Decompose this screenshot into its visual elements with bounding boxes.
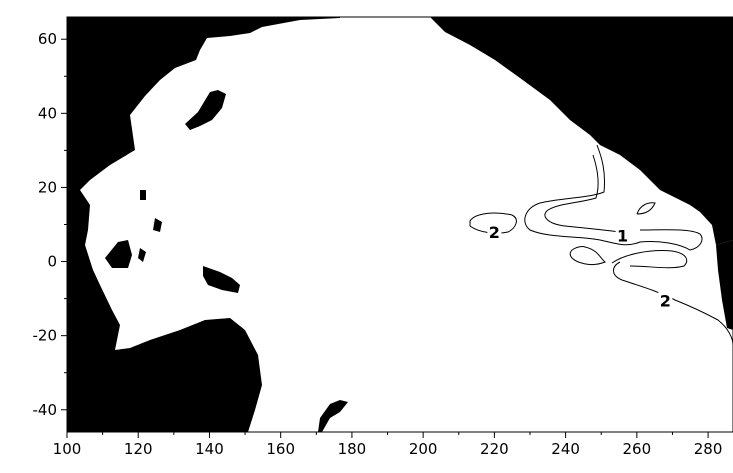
contour-label: 2 (660, 291, 671, 310)
contour-2-west (469, 212, 517, 234)
contour-lower-loop (569, 246, 606, 265)
x-tick-label: 140 (195, 440, 224, 458)
x-tick-label: 100 (53, 440, 82, 458)
land-mask (67, 17, 733, 432)
x-tick-label: 180 (338, 440, 367, 458)
contour-label: 2 (489, 223, 500, 242)
landmass-new-zealand (318, 400, 348, 432)
x-tick-label: 120 (124, 440, 153, 458)
landmass-new-guinea (203, 266, 240, 293)
x-tick-label: 260 (623, 440, 652, 458)
y-tick-label: 60 (38, 30, 57, 48)
landmass-taiwan (140, 190, 146, 200)
y-tick-label: 0 (47, 253, 57, 271)
landmass-south-america (716, 240, 733, 330)
contour-small-bump (636, 202, 656, 215)
landmass-japan (185, 90, 226, 130)
x-tick-label: 220 (480, 440, 509, 458)
landmass-philippines (153, 218, 162, 232)
y-tick-label: -40 (33, 401, 58, 419)
contour-lines (469, 144, 733, 346)
contour-label-layer: 2 1 2 (487, 222, 673, 310)
contour-label: 1 (617, 226, 628, 245)
contour-1-inner (544, 154, 621, 233)
y-tick-label: 20 (38, 178, 57, 196)
x-tick-label: 240 (551, 440, 580, 458)
landmass-se-asia (67, 190, 120, 350)
contour-equatorial (611, 250, 688, 269)
contour-2-south (613, 261, 733, 346)
contour-label-bg (615, 226, 630, 243)
contour-1-outer (524, 144, 703, 251)
y-tick-label: -20 (33, 327, 58, 345)
contour-label-bg (487, 222, 502, 239)
axis-layer: 100 120 140 160 180 200 220 240 260 2806040200-20… (33, 30, 723, 458)
landmass-sulawesi (138, 248, 146, 262)
x-tick-label: 160 (266, 440, 295, 458)
landmass-north-america (430, 17, 733, 245)
x-tick-label: 280 (694, 440, 723, 458)
x-tick-label: 200 (409, 440, 438, 458)
y-tick-label: 40 (38, 104, 57, 122)
landmass-borneo (105, 240, 132, 268)
landmass-asia (67, 17, 340, 190)
landmass-australia (67, 318, 262, 432)
contour-label-bg (658, 291, 673, 308)
